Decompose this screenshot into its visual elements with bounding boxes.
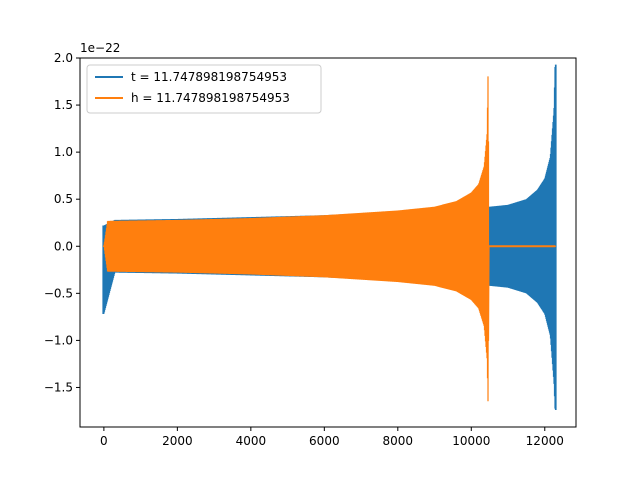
y-offset-label: 1e−22: [80, 41, 120, 55]
y-axis: −1.5 −1.0 −0.5 0.0 0.5 1.0 1.5 2.0: [44, 51, 80, 394]
x-axis: 0 2000 4000 6000 8000 10000 12000: [100, 427, 564, 448]
legend-label-h: h = 11.747898198754953: [131, 91, 290, 105]
x-tick-label: 6000: [309, 434, 340, 448]
x-tick-label: 0: [100, 434, 108, 448]
x-tick-label: 10000: [452, 434, 490, 448]
legend: t = 11.747898198754953 h = 11.7478981987…: [86, 64, 322, 114]
y-tick-label: 1.0: [54, 145, 73, 159]
y-tick-label: 0.5: [54, 192, 73, 206]
legend-label-t: t = 11.747898198754953: [131, 70, 287, 84]
y-tick-label: 1.5: [54, 98, 73, 112]
y-tick-label: −0.5: [44, 286, 73, 300]
series-layer: [102, 64, 557, 411]
y-tick-label: −1.5: [44, 380, 73, 394]
y-tick-label: 0.0: [54, 239, 73, 253]
y-tick-label: −1.0: [44, 333, 73, 347]
y-tick-label: 2.0: [54, 51, 73, 65]
x-tick-label: 12000: [526, 434, 564, 448]
x-tick-label: 4000: [236, 434, 267, 448]
x-tick-label: 2000: [162, 434, 193, 448]
x-tick-label: 8000: [383, 434, 414, 448]
legend-frame: [86, 64, 322, 114]
axes-frame: [79, 57, 577, 428]
series-line-h: [102, 76, 556, 402]
